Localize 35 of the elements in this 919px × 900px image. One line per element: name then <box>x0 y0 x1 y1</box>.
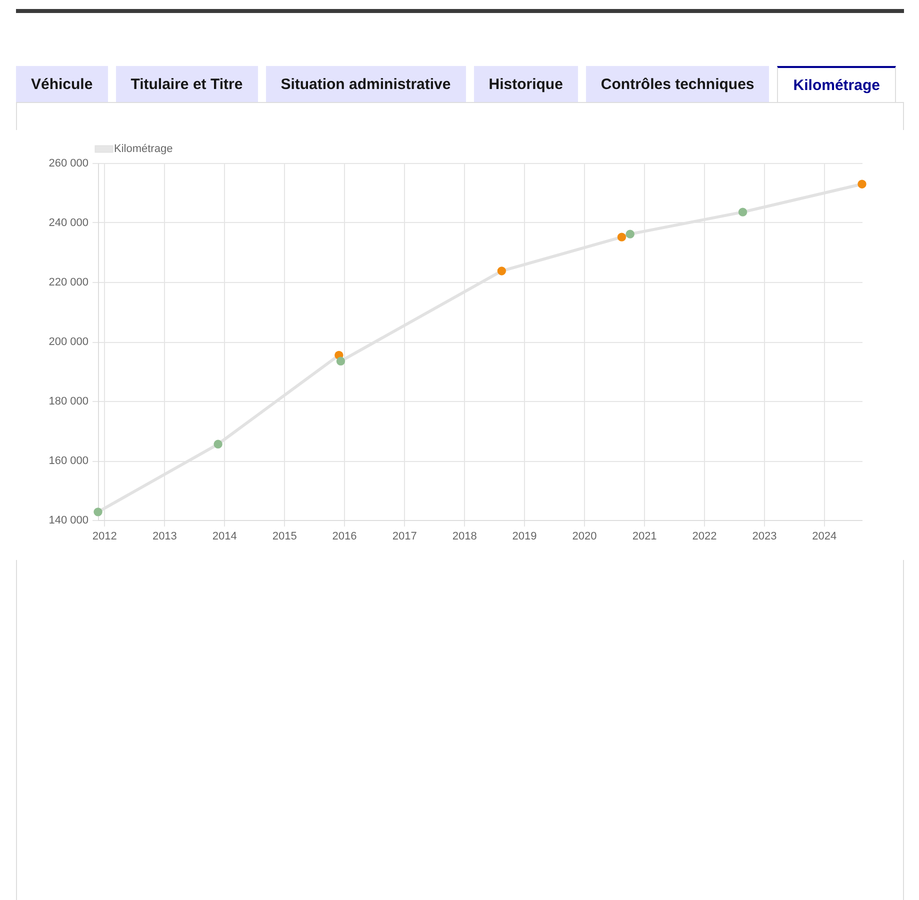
x-tick-label: 2022 <box>692 530 717 542</box>
y-tick-label: 160 000 <box>48 455 88 467</box>
text: Contrôles techniques <box>586 66 770 103</box>
y-tick-label: 240 000 <box>48 217 88 229</box>
text: Kilométrage <box>777 66 896 103</box>
y-tick-label: 220 000 <box>48 276 88 288</box>
point <box>94 508 102 516</box>
y-tick-label: 200 000 <box>48 336 88 348</box>
point <box>214 440 222 448</box>
x-tick-label: 2024 <box>812 530 837 542</box>
x-tick-label: 2020 <box>572 530 597 542</box>
point <box>497 266 506 276</box>
legend-label: Kilométrage <box>114 143 173 155</box>
x-tick-label: 2014 <box>212 530 237 542</box>
x-tick-label: 2018 <box>452 530 477 542</box>
x-tick-label: 2012 <box>92 530 117 542</box>
point <box>626 230 634 238</box>
x-tick-label: 2017 <box>392 530 417 542</box>
point <box>336 356 346 366</box>
y-tick-label: 260 000 <box>48 158 88 170</box>
point <box>858 180 866 188</box>
x-tick-label: 2021 <box>632 530 657 542</box>
text: Titulaire et Titre <box>116 66 258 103</box>
text: Historique <box>474 66 578 103</box>
x-tick-label: 2023 <box>752 530 777 542</box>
point <box>738 208 748 216</box>
x-tick-label: 2016 <box>332 530 357 542</box>
y-tick-label: 140 000 <box>48 514 88 526</box>
point <box>617 232 626 242</box>
x-tick-label: 2013 <box>152 530 177 542</box>
text: Véhicule <box>16 66 108 103</box>
text: Situation administrative <box>266 66 466 103</box>
x-tick-label: 2019 <box>512 530 537 542</box>
y-tick-label: 180 000 <box>48 396 88 408</box>
x-tick-label: 2015 <box>272 530 297 542</box>
